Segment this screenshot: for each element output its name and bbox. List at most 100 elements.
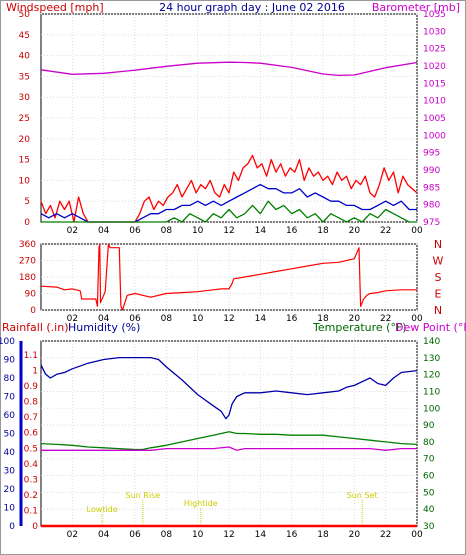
annotation-label: Sun Rise xyxy=(126,491,161,500)
temperature-tick-label: 40 xyxy=(423,505,435,515)
direction-tick-label: 0 xyxy=(30,306,36,316)
windspeed-tick-label: 40 xyxy=(19,52,31,62)
direction-x-tick-label: 18 xyxy=(317,314,329,324)
barometer-tick-label: 985 xyxy=(423,183,440,193)
humidity-tick-label: 0 xyxy=(9,522,15,532)
rainfall-tick-label: 0.6 xyxy=(24,429,39,439)
annotation-label: Sun Set xyxy=(347,491,378,500)
temperature-series xyxy=(40,431,418,451)
temperature-tick-label: 50 xyxy=(423,488,435,498)
humidity-x-tick-label: 02 xyxy=(67,530,78,540)
temperature-tick-label: 80 xyxy=(423,438,435,448)
windspeed-tick-label: 15 xyxy=(19,156,30,166)
direction-x-tick-label: 14 xyxy=(255,314,267,324)
humidity-x-tick-label: 22 xyxy=(380,530,391,540)
windspeed-tick-label: 25 xyxy=(19,114,30,124)
barometer-tick-label: 990 xyxy=(423,166,440,176)
rainfall-tick-label: 0 xyxy=(32,522,38,532)
annotation-label: Hightide xyxy=(184,499,218,508)
humidity-tick-label: 50 xyxy=(4,430,16,440)
barometer-tick-label: 1020 xyxy=(423,62,446,72)
humidity-tick-label: 100 xyxy=(0,337,15,347)
humidity-x-tick-label: 00 xyxy=(411,530,423,540)
direction-x-tick-label: 20 xyxy=(349,314,361,324)
wind-x-tick-label: 06 xyxy=(129,226,141,236)
direction-x-tick-label: 04 xyxy=(98,314,110,324)
wind-series-minimum xyxy=(41,200,417,223)
compass-label: W xyxy=(433,255,444,268)
wind-x-tick-label: 18 xyxy=(317,226,329,236)
windspeed-tick-label: 0 xyxy=(24,218,30,228)
barometer-tick-label: 1025 xyxy=(423,45,446,55)
windspeed-tick-label: 30 xyxy=(19,93,31,103)
direction-x-tick-label: 22 xyxy=(380,314,391,324)
temperature-tick-label: 130 xyxy=(423,354,440,364)
temperature-tick-label: 60 xyxy=(423,472,435,482)
barometer-tick-label: 1010 xyxy=(423,97,446,107)
humidity-tick-label: 80 xyxy=(4,374,16,384)
wind-x-tick-label: 12 xyxy=(223,226,234,236)
annotation-label: Lowtide xyxy=(87,505,118,514)
direction-x-tick-label: 10 xyxy=(192,314,204,324)
barometer-tick-label: 1030 xyxy=(423,27,446,37)
wind-x-tick-label: 00 xyxy=(411,226,423,236)
barometer-tick-label: 980 xyxy=(423,201,440,211)
wind-x-tick-label: 02 xyxy=(67,226,78,236)
temperature-tick-label: 30 xyxy=(423,522,435,532)
humidity-x-tick-label: 18 xyxy=(317,530,329,540)
wind-x-tick-label: 20 xyxy=(349,226,361,236)
wind-x-tick-label: 22 xyxy=(380,226,391,236)
barometer-tick-label: 1015 xyxy=(423,79,446,89)
temperature-tick-label: 70 xyxy=(423,455,435,465)
humidity-series xyxy=(40,356,418,420)
compass-label: N xyxy=(434,304,442,317)
temperature-tick-label: 120 xyxy=(423,371,440,381)
temperature-tick-label: 110 xyxy=(423,387,440,397)
humidity-x-tick-label: 10 xyxy=(192,530,204,540)
dewpoint-series xyxy=(41,446,417,451)
direction-x-tick-label: 02 xyxy=(67,314,78,324)
temperature-tick-label: 90 xyxy=(423,421,435,431)
windspeed-tick-label: 45 xyxy=(19,31,30,41)
humidity-tick-label: 30 xyxy=(4,467,16,477)
direction-tick-label: 180 xyxy=(19,273,36,283)
direction-x-tick-label: 12 xyxy=(223,314,234,324)
humidity-tick-label: 70 xyxy=(4,393,16,403)
direction-tick-label: 360 xyxy=(19,240,36,250)
wind-series-barometer xyxy=(40,61,418,77)
wind-x-tick-label: 16 xyxy=(286,226,298,236)
direction-series xyxy=(40,243,417,311)
humidity-x-tick-label: 08 xyxy=(161,530,173,540)
direction-tick-label: 90 xyxy=(25,290,37,300)
compass-label: N xyxy=(434,238,442,251)
rainfall-tick-label: 1.1 xyxy=(24,351,38,361)
wind-x-tick-label: 14 xyxy=(255,226,267,236)
rainfall-label: Rainfall (.in) xyxy=(2,321,69,334)
rainfall-tick-label: 0.3 xyxy=(24,475,38,485)
humidity-x-tick-label: 16 xyxy=(286,530,298,540)
humidity-tick-label: 10 xyxy=(4,504,16,514)
rainfall-tick-label: 0.8 xyxy=(24,398,39,408)
wind-x-tick-label: 08 xyxy=(161,226,173,236)
compass-label: S xyxy=(435,271,442,284)
windspeed-tick-label: 20 xyxy=(19,135,31,145)
compass-label: E xyxy=(435,288,442,301)
direction-x-tick-label: 16 xyxy=(286,314,298,324)
windspeed-tick-label: 10 xyxy=(19,176,31,186)
dewpoint-label: Dew Point (°F) xyxy=(395,321,466,334)
rainfall-tick-label: 0.9 xyxy=(24,382,39,392)
barometer-tick-label: 1035 xyxy=(423,10,446,20)
temperature-tick-label: 100 xyxy=(423,404,440,414)
humidity-x-tick-label: 12 xyxy=(223,530,234,540)
direction-tick-label: 270 xyxy=(19,257,36,267)
direction-x-tick-label: 00 xyxy=(411,314,423,324)
humidity-tick-label: 20 xyxy=(4,485,16,495)
barometer-tick-label: 995 xyxy=(423,149,440,159)
barometer-label: Barometer [mb] xyxy=(372,1,460,14)
humidity-x-tick-label: 14 xyxy=(255,530,267,540)
temperature-tick-label: 140 xyxy=(423,337,440,347)
graph-title: 24 hour graph day : June 02 2016 xyxy=(159,1,345,14)
humidity-tick-label: 60 xyxy=(4,411,16,421)
humidity-x-tick-label: 04 xyxy=(98,530,110,540)
windspeed-tick-label: 5 xyxy=(24,197,30,207)
